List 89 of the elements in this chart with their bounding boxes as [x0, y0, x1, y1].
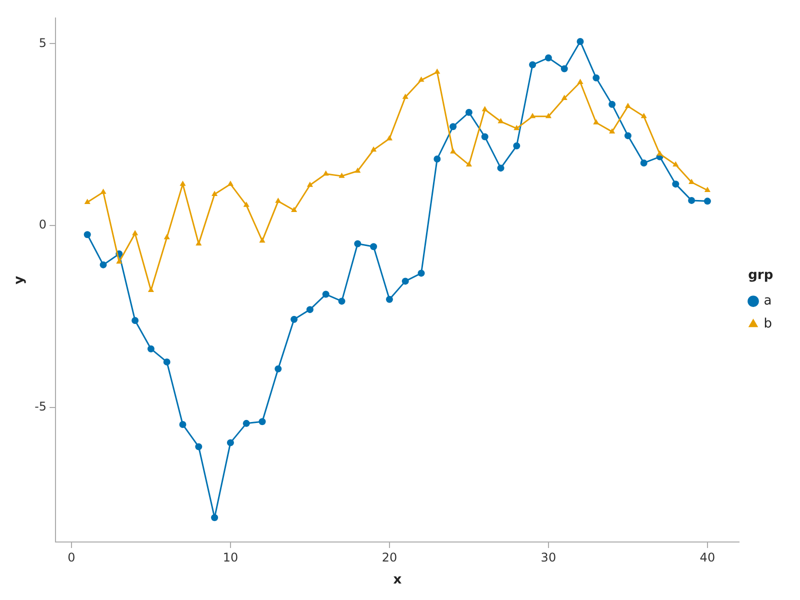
- x-axis-title: x: [393, 572, 402, 588]
- point: [482, 106, 488, 112]
- point: [164, 234, 170, 240]
- point: [402, 278, 409, 285]
- point: [688, 196, 696, 204]
- point: [450, 148, 456, 154]
- point: [116, 258, 122, 264]
- point: [672, 161, 679, 167]
- point: [291, 206, 298, 212]
- point: [354, 167, 361, 173]
- point: [259, 237, 266, 243]
- point: [560, 65, 568, 72]
- point: [402, 94, 408, 99]
- point: [322, 170, 329, 176]
- point: [672, 180, 680, 188]
- point: [274, 365, 282, 372]
- point: [576, 38, 584, 45]
- point: [180, 180, 186, 186]
- point: [577, 78, 584, 84]
- x-tick-label: 20: [382, 550, 398, 564]
- point: [624, 132, 632, 140]
- point: [640, 159, 648, 166]
- point: [338, 298, 346, 305]
- point: [609, 128, 616, 134]
- point: [196, 240, 202, 246]
- point: [418, 270, 425, 277]
- y-tick-label: -5: [34, 400, 47, 414]
- x-tick-label: 10: [222, 550, 238, 564]
- point: [275, 198, 282, 203]
- point: [498, 118, 504, 124]
- point: [226, 439, 234, 446]
- point: [434, 155, 441, 162]
- point: [370, 146, 377, 152]
- point: [370, 243, 378, 250]
- point: [465, 108, 472, 116]
- point: [624, 102, 631, 108]
- point: [84, 231, 91, 238]
- point: [481, 133, 488, 140]
- point: [513, 142, 520, 150]
- point: [386, 296, 393, 303]
- legend-label: b: [764, 316, 772, 332]
- y-tick-label: 5: [38, 36, 47, 50]
- point: [100, 188, 106, 194]
- point: [593, 119, 600, 124]
- x-tick-label: 40: [700, 550, 716, 564]
- point: [608, 100, 616, 108]
- point: [338, 172, 345, 178]
- y-tick-label: 0: [38, 218, 47, 232]
- y-axis-title: y: [12, 275, 28, 284]
- point: [386, 135, 392, 140]
- point: [418, 76, 424, 82]
- x-tick-label: 0: [68, 550, 76, 564]
- point: [544, 54, 552, 62]
- point: [704, 198, 711, 205]
- point: [306, 306, 314, 314]
- point: [450, 123, 457, 130]
- point: [466, 161, 472, 167]
- point: [656, 150, 663, 156]
- point: [147, 345, 154, 352]
- point: [195, 443, 202, 450]
- point: [704, 186, 710, 192]
- point: [640, 112, 647, 118]
- point: [497, 164, 504, 172]
- point: [242, 420, 250, 427]
- point: [132, 316, 139, 324]
- point: [561, 94, 568, 100]
- x-tick-label: 30: [540, 550, 556, 564]
- point: [258, 418, 266, 426]
- legend-title: grp: [748, 268, 774, 284]
- point: [545, 112, 552, 118]
- point: [84, 198, 90, 204]
- point: [434, 68, 440, 74]
- point: [306, 182, 313, 187]
- point: [211, 514, 218, 522]
- point: [514, 124, 520, 130]
- point: [100, 261, 107, 268]
- point: [212, 190, 218, 196]
- point: [354, 240, 362, 248]
- point: [148, 286, 154, 292]
- point: [290, 316, 298, 323]
- point: [592, 74, 600, 82]
- point: [529, 61, 536, 68]
- point: [530, 112, 536, 118]
- point: [179, 421, 186, 428]
- point: [243, 202, 250, 207]
- legend-label: a: [764, 294, 772, 309]
- point: [163, 358, 170, 366]
- point: [132, 230, 138, 236]
- point: [322, 290, 330, 298]
